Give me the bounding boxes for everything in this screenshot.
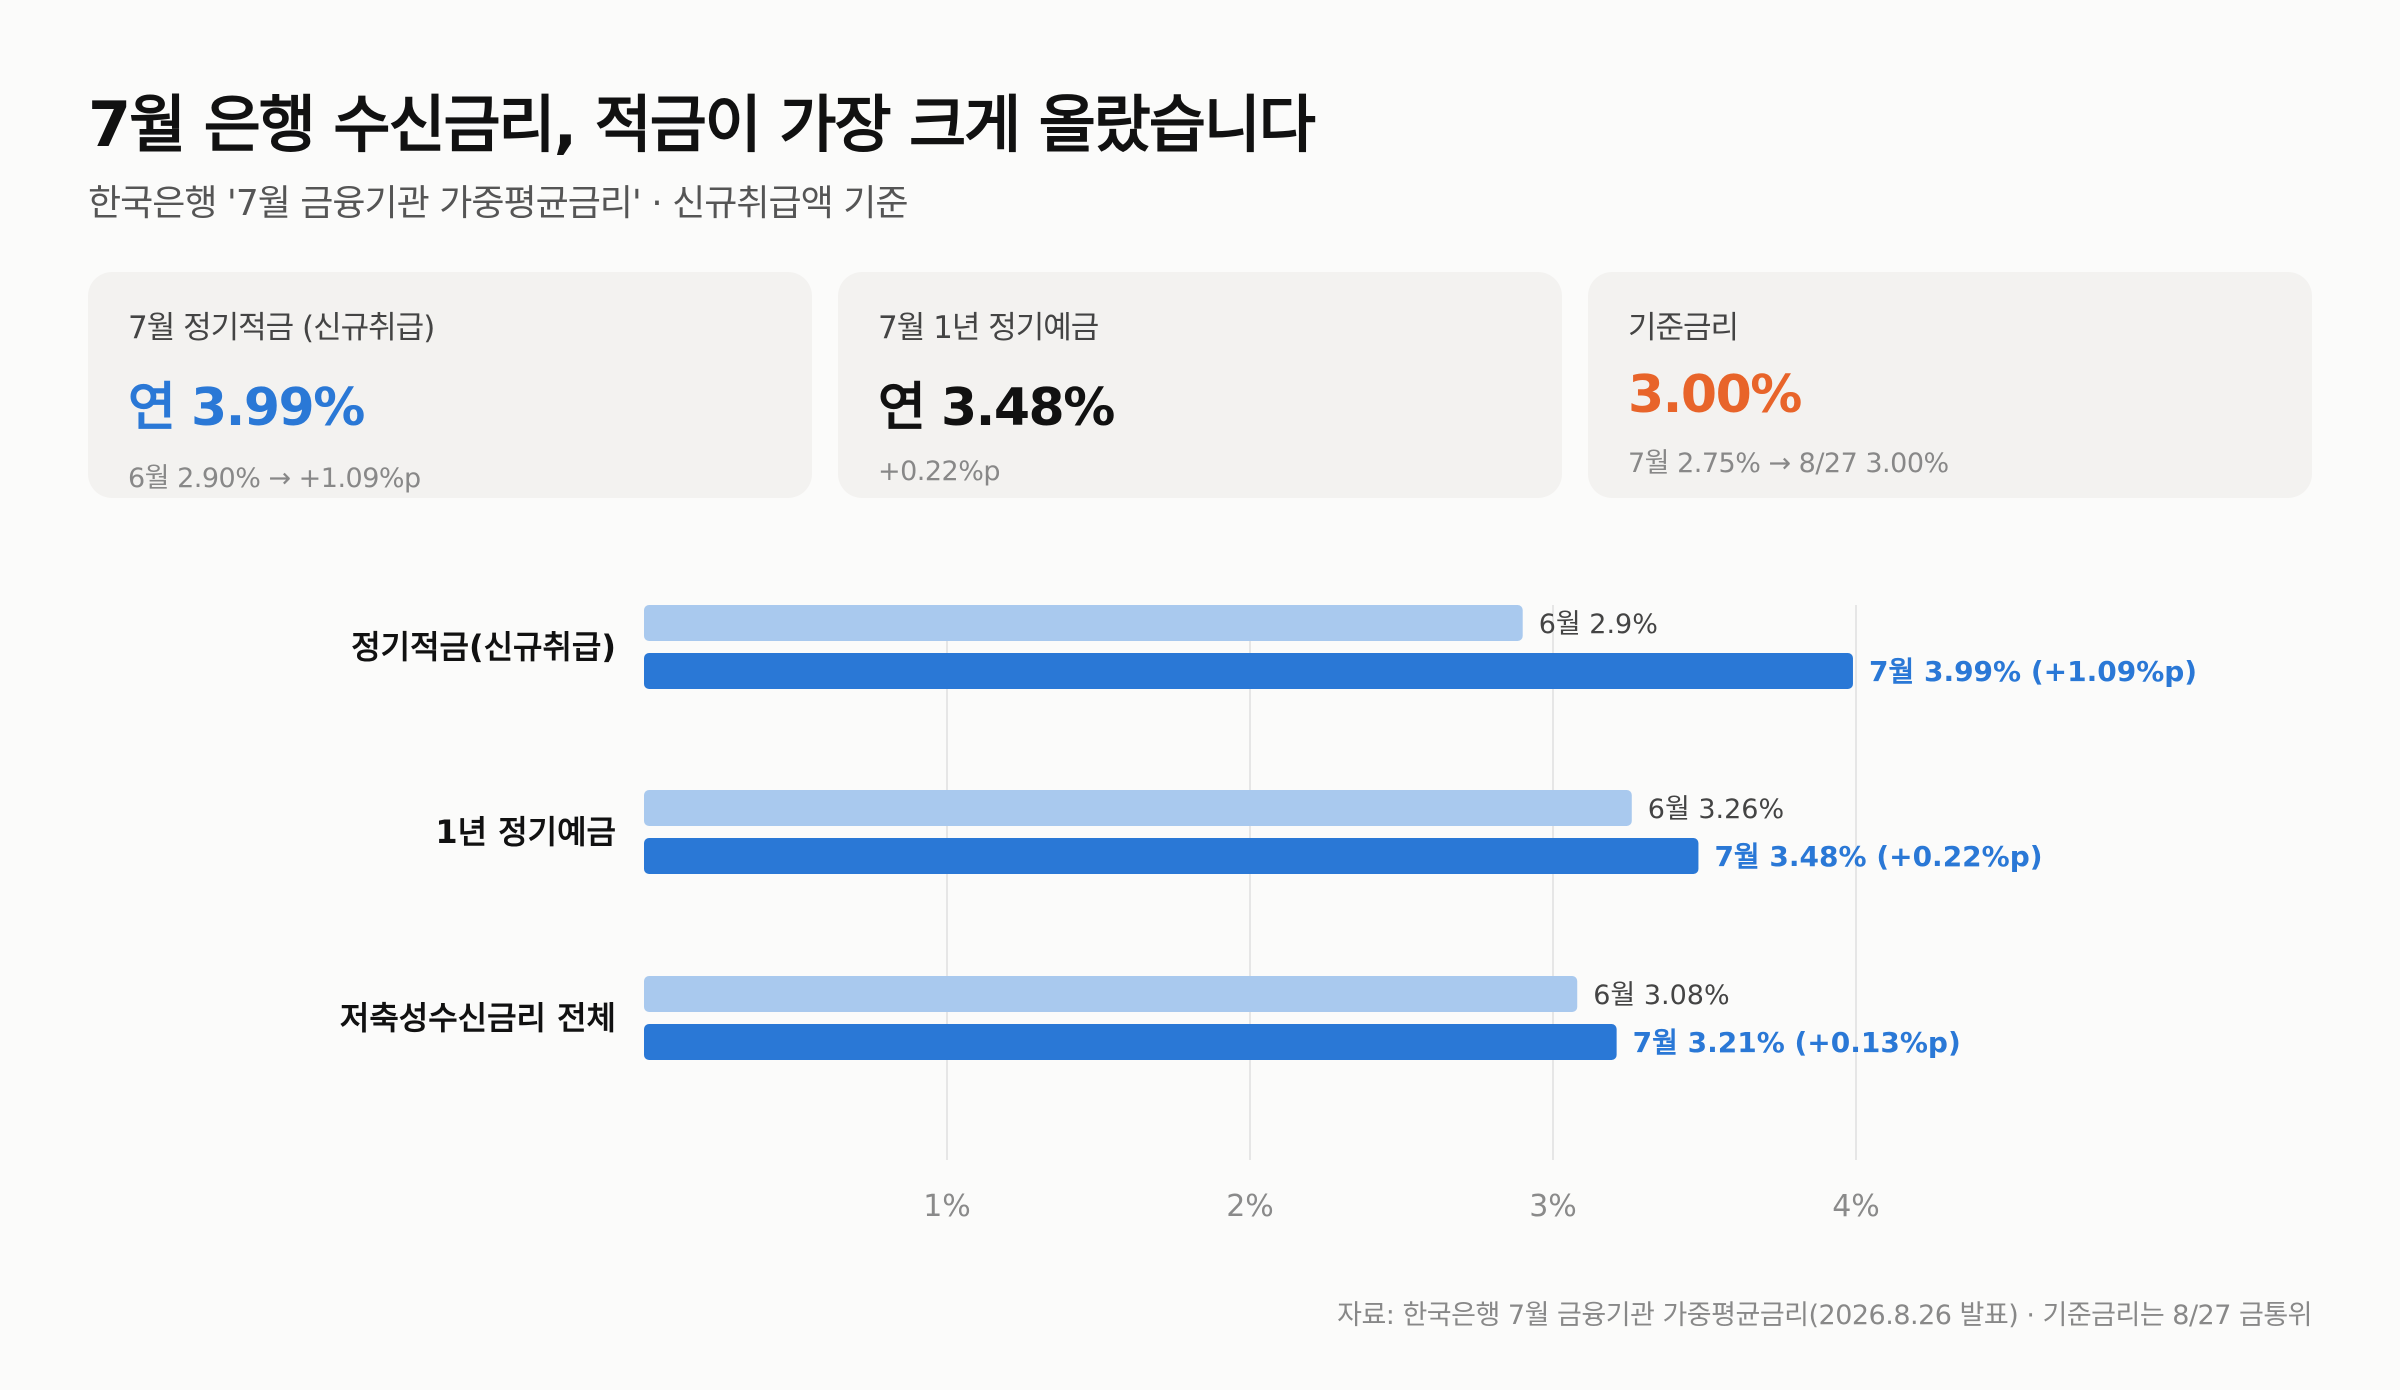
card-note: 6월 2.90% → +1.09%p bbox=[128, 463, 421, 494]
summary-cards: 7월 정기적금 (신규취급) 연 3.99% 6월 2.90% → +1.09%… bbox=[88, 272, 2312, 498]
data-label-june: 6월 3.08% bbox=[1593, 980, 1729, 1011]
page-subtitle: 한국은행 '7월 금융기관 가중평균금리' · 신규취급액 기준 bbox=[88, 183, 908, 224]
data-label-june: 6월 2.9% bbox=[1539, 609, 1658, 640]
x-tick-label: 3% bbox=[1529, 1189, 1577, 1224]
category-label: 1년 정기예금 bbox=[435, 813, 616, 851]
card-label: 7월 1년 정기예금 bbox=[878, 310, 1099, 346]
card-deposit: 7월 1년 정기예금 연 3.48% +0.22%p bbox=[838, 272, 1562, 498]
data-label-july: 7월 3.99% (+1.09%p) bbox=[1869, 655, 2197, 688]
card-note: +0.22%p bbox=[878, 456, 1001, 487]
category-label: 정기적금(신규취급) bbox=[351, 628, 616, 666]
card-value: 연 3.99% bbox=[128, 378, 365, 438]
data-label-june: 6월 3.26% bbox=[1648, 794, 1784, 825]
bar-june bbox=[644, 605, 1523, 641]
data-label-july: 7월 3.21% (+0.13%p) bbox=[1633, 1026, 1961, 1059]
card-value: 3.00% bbox=[1628, 365, 1802, 425]
bar-july bbox=[644, 1024, 1617, 1060]
card-label: 7월 정기적금 (신규취급) bbox=[128, 310, 435, 346]
x-tick-label: 2% bbox=[1226, 1189, 1274, 1224]
bar-chart: 1% 2% 3% 4% 정기적금(신규취급) 6월 2.9% 7월 3.99% (+1.09… bbox=[340, 605, 2197, 1224]
data-label-july: 7월 3.48% (+0.22%p) bbox=[1714, 840, 2042, 873]
card-label: 기준금리 bbox=[1628, 310, 1739, 346]
page-title: 7월 은행 수신금리, 적금이 가장 크게 올랐습니다 bbox=[88, 88, 1316, 161]
bar-june bbox=[644, 790, 1632, 826]
x-tick-label: 4% bbox=[1832, 1189, 1880, 1224]
card-value: 연 3.48% bbox=[878, 378, 1115, 438]
card-base-rate: 기준금리 3.00% 7월 2.75% → 8/27 3.00% bbox=[1588, 272, 2312, 498]
card-savings: 7월 정기적금 (신규취급) 연 3.99% 6월 2.90% → +1.09%… bbox=[88, 272, 812, 498]
bar-july bbox=[644, 838, 1699, 874]
source-note: 자료: 한국은행 7월 금융기관 가중평균금리(2026.8.26 발표) · … bbox=[1337, 1300, 2312, 1331]
category-label: 저축성수신금리 전체 bbox=[340, 999, 616, 1037]
x-tick-label: 1% bbox=[923, 1189, 971, 1224]
card-note: 7월 2.75% → 8/27 3.00% bbox=[1628, 448, 1949, 479]
bar-july bbox=[644, 653, 1853, 689]
bar-june bbox=[644, 976, 1578, 1012]
